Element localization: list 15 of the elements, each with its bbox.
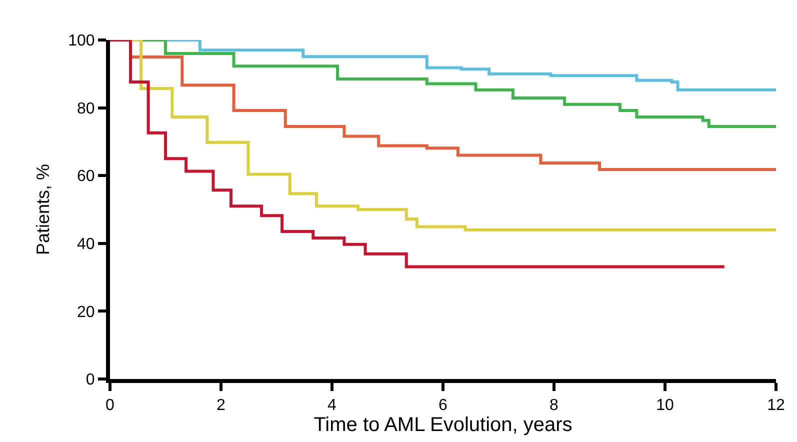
x-axis-title: Time to AML Evolution, years: [314, 414, 572, 436]
x-tick-label: 12: [767, 397, 785, 414]
y-tick-label: 100: [68, 32, 95, 50]
y-tick-label: 40: [77, 236, 95, 253]
x-tick-label: 2: [216, 397, 226, 414]
x-tick-label: 10: [656, 397, 674, 414]
x-tick-label: 4: [328, 397, 337, 414]
x-tick-label: 0: [106, 397, 115, 414]
y-tick-label: 20: [77, 304, 95, 321]
x-tick-label: 8: [550, 397, 559, 414]
x-tick-label: 6: [438, 397, 448, 414]
y-tick-label: 80: [77, 100, 95, 118]
y-tick-label: 0: [86, 372, 95, 389]
y-tick-label: 60: [77, 168, 95, 186]
y-axis-title: Patients, %: [32, 164, 53, 256]
